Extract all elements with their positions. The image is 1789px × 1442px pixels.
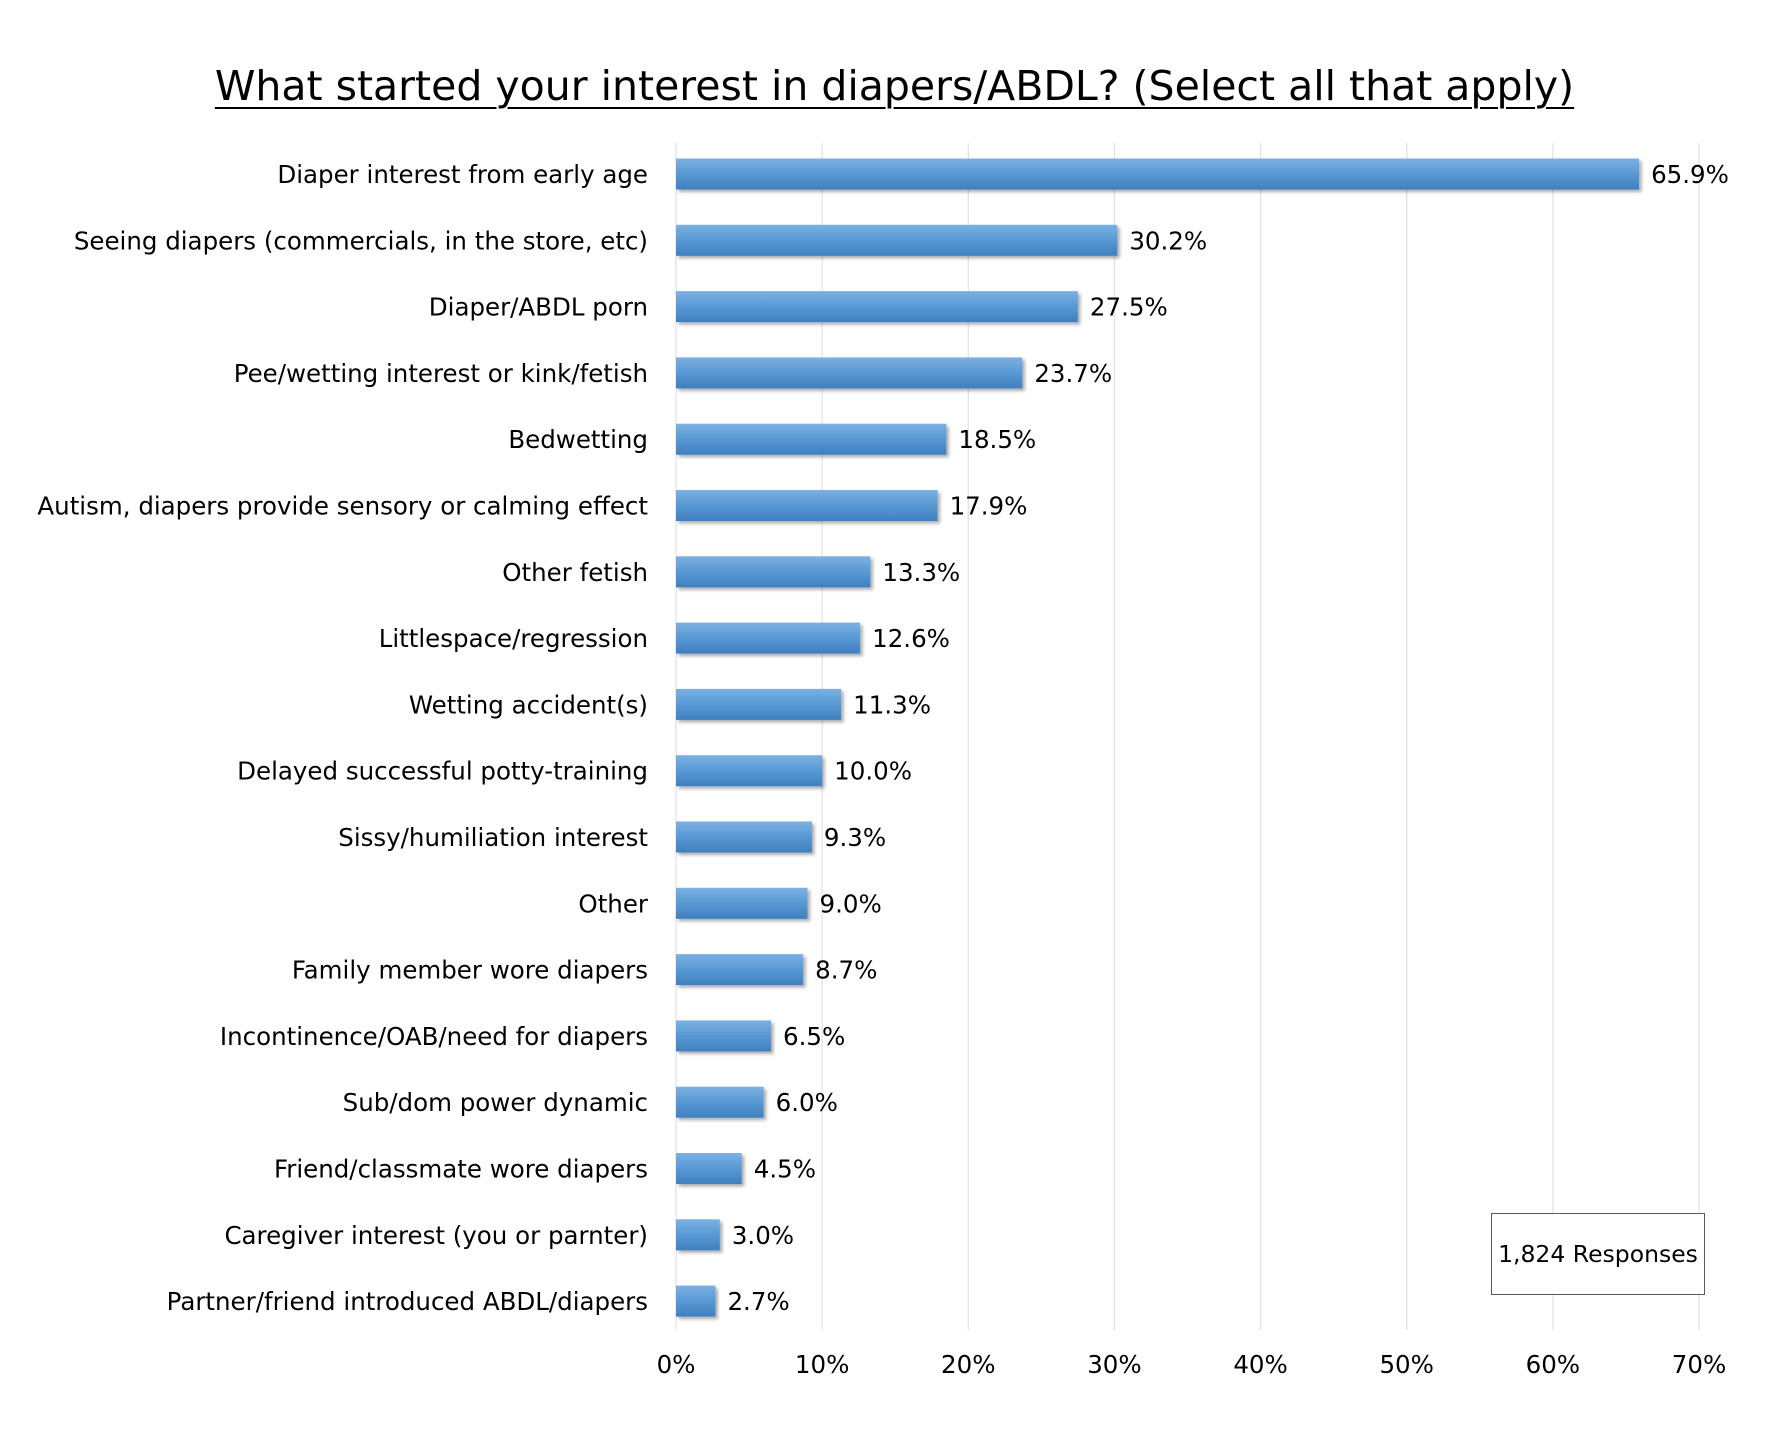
x-tick-label: 30% (1087, 1350, 1141, 1379)
data-label: 13.3% (882, 558, 960, 587)
data-label: 23.7% (1034, 359, 1112, 388)
category-label: Friend/classmate wore diapers (274, 1155, 648, 1184)
chart-title: What started your interest in diapers/AB… (214, 62, 1575, 110)
data-label: 9.3% (824, 823, 886, 852)
x-tick-label: 60% (1526, 1350, 1580, 1379)
bar (676, 357, 1023, 389)
category-label: Bedwetting (508, 425, 648, 454)
category-label: Incontinence/OAB/need for diapers (220, 1022, 648, 1051)
data-label: 65.9% (1651, 160, 1729, 189)
bar (676, 954, 804, 986)
x-tick-label: 0% (657, 1350, 696, 1379)
bar (676, 291, 1078, 323)
category-label: Family member wore diapers (292, 956, 648, 985)
x-tick-label: 70% (1672, 1350, 1726, 1379)
bar (676, 490, 938, 521)
value-labels: 65.9% 30.2% 27.5% 23.7% 18.5% 17.9% 13.3% 12.6%… (727, 160, 1728, 1316)
category-label: Pee/wetting interest or kink/fetish (234, 359, 648, 388)
x-axis-tick-labels: 0% 10% 20% 30% 40% 50% 60% 70% (657, 1350, 1727, 1379)
data-label: 18.5% (958, 425, 1036, 454)
x-tick-label: 20% (941, 1350, 995, 1379)
responses-annotation-box: 1,824 Responses (1491, 1213, 1705, 1295)
bar (676, 1086, 764, 1118)
bar (676, 821, 812, 853)
category-label: Other (578, 889, 648, 918)
responses-annotation: 1,824 Responses (1498, 1240, 1698, 1268)
data-label: 6.0% (776, 1088, 838, 1117)
x-tick-label: 50% (1379, 1350, 1433, 1379)
gridlines (675, 143, 1700, 1330)
data-label: 9.0% (820, 889, 882, 918)
category-label: Diaper/ABDL porn (429, 293, 648, 322)
bar (676, 158, 1640, 190)
data-label: 6.5% (783, 1022, 845, 1051)
category-label: Sub/dom power dynamic (343, 1088, 648, 1117)
category-label: Autism, diapers provide sensory or calmi… (37, 492, 648, 521)
bar (676, 1153, 742, 1184)
bar (676, 755, 823, 787)
data-label: 30.2% (1129, 226, 1207, 255)
bar (676, 1285, 716, 1317)
bar (676, 1020, 771, 1052)
x-tick-label: 40% (1233, 1350, 1287, 1379)
data-label: 27.5% (1090, 293, 1168, 322)
category-label: Caregiver interest (you or parnter) (224, 1221, 648, 1250)
data-label: 12.6% (872, 624, 950, 653)
data-label: 10.0% (834, 757, 912, 786)
category-label: Wetting accident(s) (409, 690, 648, 719)
bar (676, 1219, 720, 1251)
data-label: 3.0% (732, 1221, 794, 1250)
category-label: Other fetish (502, 558, 648, 587)
x-tick-label: 10% (795, 1350, 849, 1379)
category-labels: Diaper interest from early age Seeing dia… (37, 160, 649, 1316)
category-label: Littlespace/regression (379, 624, 648, 653)
bar (676, 887, 808, 919)
category-label: Seeing diapers (commercials, in the stor… (74, 226, 648, 255)
category-label: Delayed successful potty-training (237, 757, 648, 786)
bar (676, 423, 947, 455)
data-label: 11.3% (853, 690, 931, 719)
bar (676, 224, 1118, 256)
bar (676, 622, 861, 654)
category-label: Partner/friend introduced ABDL/diapers (167, 1287, 648, 1316)
category-label: Diaper interest from early age (277, 160, 648, 189)
bar (676, 688, 842, 720)
bar (676, 556, 871, 588)
data-label: 4.5% (754, 1155, 816, 1184)
category-label: Sissy/humiliation interest (338, 823, 648, 852)
bars (676, 158, 1640, 1317)
data-label: 17.9% (950, 492, 1028, 521)
data-label: 8.7% (815, 956, 877, 985)
data-label: 2.7% (727, 1287, 789, 1316)
